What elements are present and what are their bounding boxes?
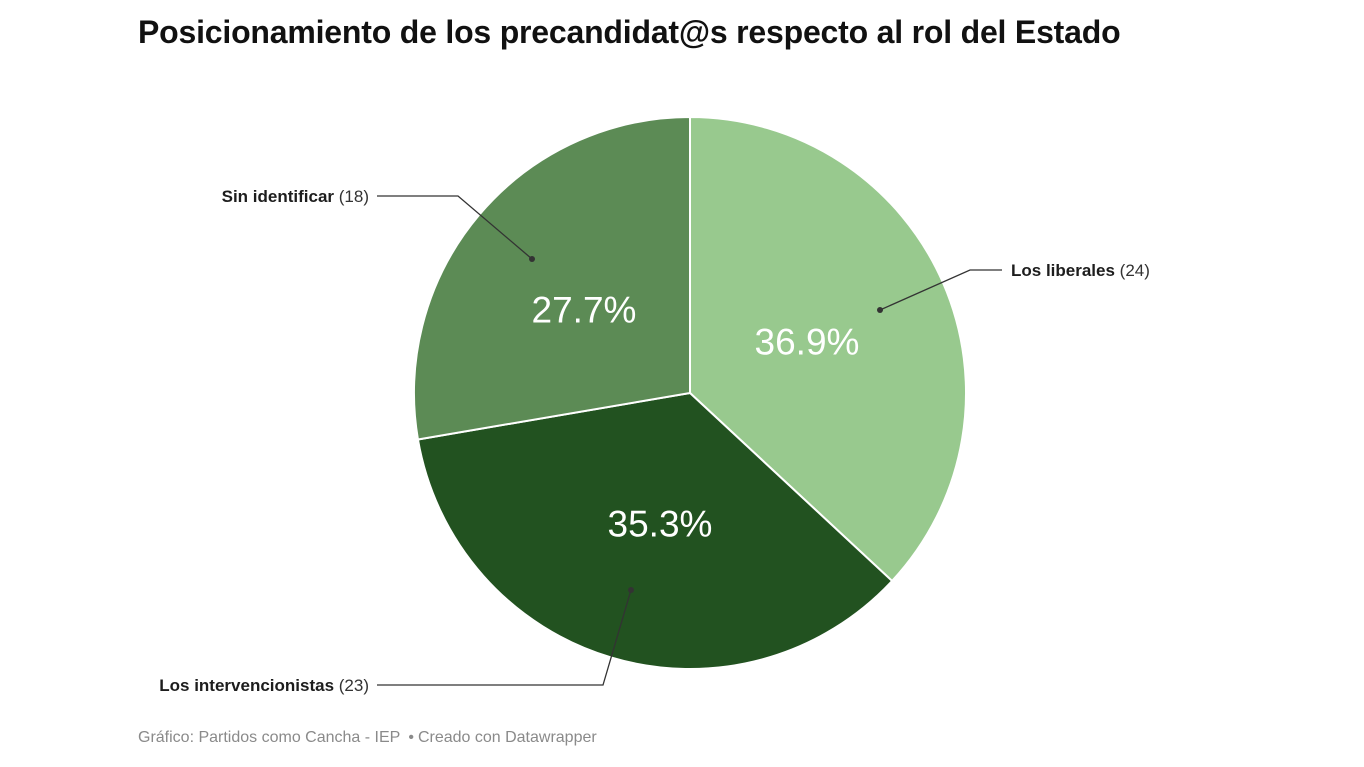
pie-slices xyxy=(413,116,967,670)
pie-slice-sin-identificar xyxy=(413,116,691,441)
leader-line-los-liberales xyxy=(879,269,1002,311)
percent-labels: 36.9% 35.3% 27.7% xyxy=(532,290,860,545)
chart-footer: Gráfico: Partidos como Cancha - IEP • Crea… xyxy=(138,729,597,747)
slice-label-los-intervencionistas: Los intervencionistas (23) xyxy=(159,676,369,695)
leader-dot-sin-identificar xyxy=(529,256,535,262)
leader-line-los-intervencionistas xyxy=(377,589,632,686)
slice-label-sin-identificar: Sin identificar (18) xyxy=(222,187,369,206)
percent-label-los-intervencionistas: 35.3% xyxy=(608,504,713,545)
footer-credit: Creado con Datawrapper xyxy=(417,729,597,746)
pie-slice-los-liberales xyxy=(689,116,967,582)
slice-label-name: Los intervencionistas xyxy=(159,676,334,695)
footer-separator: • xyxy=(408,729,414,746)
leader-dot-los-intervencionistas xyxy=(628,587,634,593)
slice-label-count: (18) xyxy=(334,187,369,206)
slice-label-count: (23) xyxy=(334,676,369,695)
slice-labels: Los liberales (24) Los intervencionistas … xyxy=(159,187,1150,695)
leader-line-sin-identificar xyxy=(377,195,533,260)
slice-label-name: Sin identificar xyxy=(222,187,335,206)
slice-label-name: Los liberales xyxy=(1011,261,1115,280)
slice-label-count: (24) xyxy=(1115,261,1150,280)
percent-label-los-liberales: 36.9% xyxy=(755,322,860,363)
leader-dot-los-liberales xyxy=(877,307,883,313)
footer-source: Gráfico: Partidos como Cancha - IEP xyxy=(138,729,401,746)
chart-title: Posicionamiento de los precandidat@s res… xyxy=(138,14,1121,50)
slice-label-los-liberales: Los liberales (24) xyxy=(1011,261,1150,280)
percent-label-sin-identificar: 27.7% xyxy=(532,290,637,331)
